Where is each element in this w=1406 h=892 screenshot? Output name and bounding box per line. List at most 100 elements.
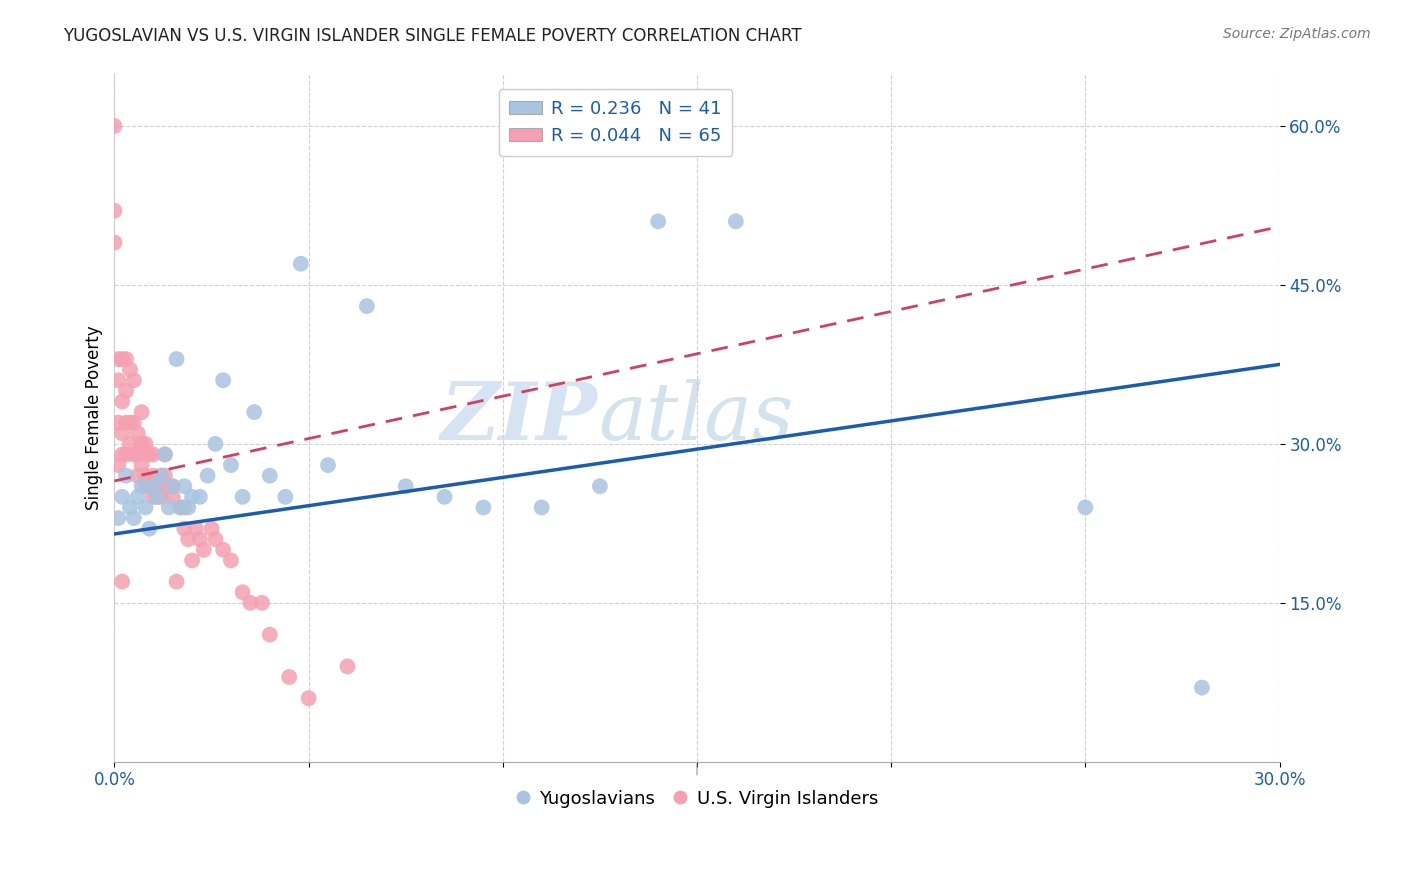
Point bbox=[212, 373, 235, 387]
Point bbox=[138, 479, 160, 493]
Point bbox=[111, 447, 134, 461]
Point bbox=[181, 553, 204, 567]
Point bbox=[131, 458, 153, 472]
Point bbox=[316, 458, 339, 472]
Point bbox=[107, 416, 129, 430]
Point bbox=[111, 490, 134, 504]
Point bbox=[472, 500, 495, 515]
Point bbox=[433, 490, 456, 504]
Point bbox=[134, 437, 156, 451]
Text: Source: ZipAtlas.com: Source: ZipAtlas.com bbox=[1223, 27, 1371, 41]
Point bbox=[134, 468, 156, 483]
Point bbox=[118, 362, 141, 376]
Text: YUGOSLAVIAN VS U.S. VIRGIN ISLANDER SINGLE FEMALE POVERTY CORRELATION CHART: YUGOSLAVIAN VS U.S. VIRGIN ISLANDER SING… bbox=[63, 27, 801, 45]
Text: atlas: atlas bbox=[598, 378, 793, 456]
Point bbox=[243, 405, 266, 419]
Point bbox=[336, 659, 359, 673]
Point bbox=[219, 458, 242, 472]
Point bbox=[142, 490, 165, 504]
Point bbox=[111, 574, 134, 589]
Point bbox=[111, 352, 134, 367]
Point bbox=[278, 670, 301, 684]
Point bbox=[530, 500, 553, 515]
Point bbox=[134, 479, 156, 493]
Point bbox=[184, 522, 207, 536]
Point bbox=[162, 479, 184, 493]
Point bbox=[166, 352, 188, 367]
Point bbox=[115, 384, 138, 398]
Point bbox=[107, 511, 129, 525]
Point bbox=[118, 500, 141, 515]
Point bbox=[169, 500, 191, 515]
Point bbox=[122, 447, 145, 461]
Point bbox=[122, 373, 145, 387]
Point bbox=[122, 416, 145, 430]
Text: ZIP: ZIP bbox=[441, 378, 598, 456]
Point bbox=[177, 533, 200, 547]
Point bbox=[127, 490, 149, 504]
Point bbox=[297, 691, 319, 706]
Point bbox=[131, 437, 153, 451]
Point bbox=[134, 500, 156, 515]
Point bbox=[150, 468, 173, 483]
Point bbox=[103, 119, 125, 133]
Point bbox=[111, 394, 134, 409]
Point bbox=[131, 479, 153, 493]
Point bbox=[111, 426, 134, 441]
Point bbox=[212, 542, 235, 557]
Point bbox=[115, 468, 138, 483]
Point bbox=[166, 574, 188, 589]
Point bbox=[127, 468, 149, 483]
Point bbox=[193, 542, 215, 557]
Point bbox=[127, 447, 149, 461]
Point bbox=[138, 447, 160, 461]
Point bbox=[197, 468, 219, 483]
Point bbox=[259, 627, 281, 641]
Point bbox=[153, 447, 176, 461]
Point bbox=[162, 479, 184, 493]
Legend: Yugoslavians, U.S. Virgin Islanders: Yugoslavians, U.S. Virgin Islanders bbox=[509, 782, 886, 814]
Point bbox=[103, 203, 125, 218]
Y-axis label: Single Female Poverty: Single Female Poverty bbox=[86, 325, 103, 509]
Point bbox=[150, 468, 173, 483]
Point bbox=[395, 479, 418, 493]
Point bbox=[200, 522, 222, 536]
Point bbox=[1074, 500, 1097, 515]
Point bbox=[1191, 681, 1213, 695]
Point bbox=[153, 447, 176, 461]
Point bbox=[115, 416, 138, 430]
Point bbox=[107, 458, 129, 472]
Point bbox=[232, 585, 254, 599]
Point bbox=[131, 405, 153, 419]
Point bbox=[589, 479, 612, 493]
Point bbox=[724, 214, 747, 228]
Point bbox=[181, 490, 204, 504]
Point bbox=[103, 235, 125, 250]
Point bbox=[356, 299, 378, 313]
Point bbox=[169, 500, 191, 515]
Point bbox=[290, 257, 312, 271]
Point bbox=[118, 416, 141, 430]
Point bbox=[274, 490, 297, 504]
Point bbox=[157, 500, 180, 515]
Point bbox=[150, 490, 173, 504]
Point bbox=[647, 214, 669, 228]
Point bbox=[157, 479, 180, 493]
Point bbox=[173, 500, 195, 515]
Point bbox=[188, 490, 211, 504]
Point bbox=[127, 426, 149, 441]
Point bbox=[142, 479, 165, 493]
Point bbox=[162, 490, 184, 504]
Point bbox=[146, 490, 169, 504]
Point bbox=[173, 479, 195, 493]
Point bbox=[142, 468, 165, 483]
Point bbox=[107, 352, 129, 367]
Point bbox=[177, 500, 200, 515]
Point bbox=[138, 522, 160, 536]
Point bbox=[153, 468, 176, 483]
Point bbox=[115, 352, 138, 367]
Point bbox=[173, 522, 195, 536]
Point bbox=[219, 553, 242, 567]
Point bbox=[204, 533, 226, 547]
Point bbox=[250, 596, 273, 610]
